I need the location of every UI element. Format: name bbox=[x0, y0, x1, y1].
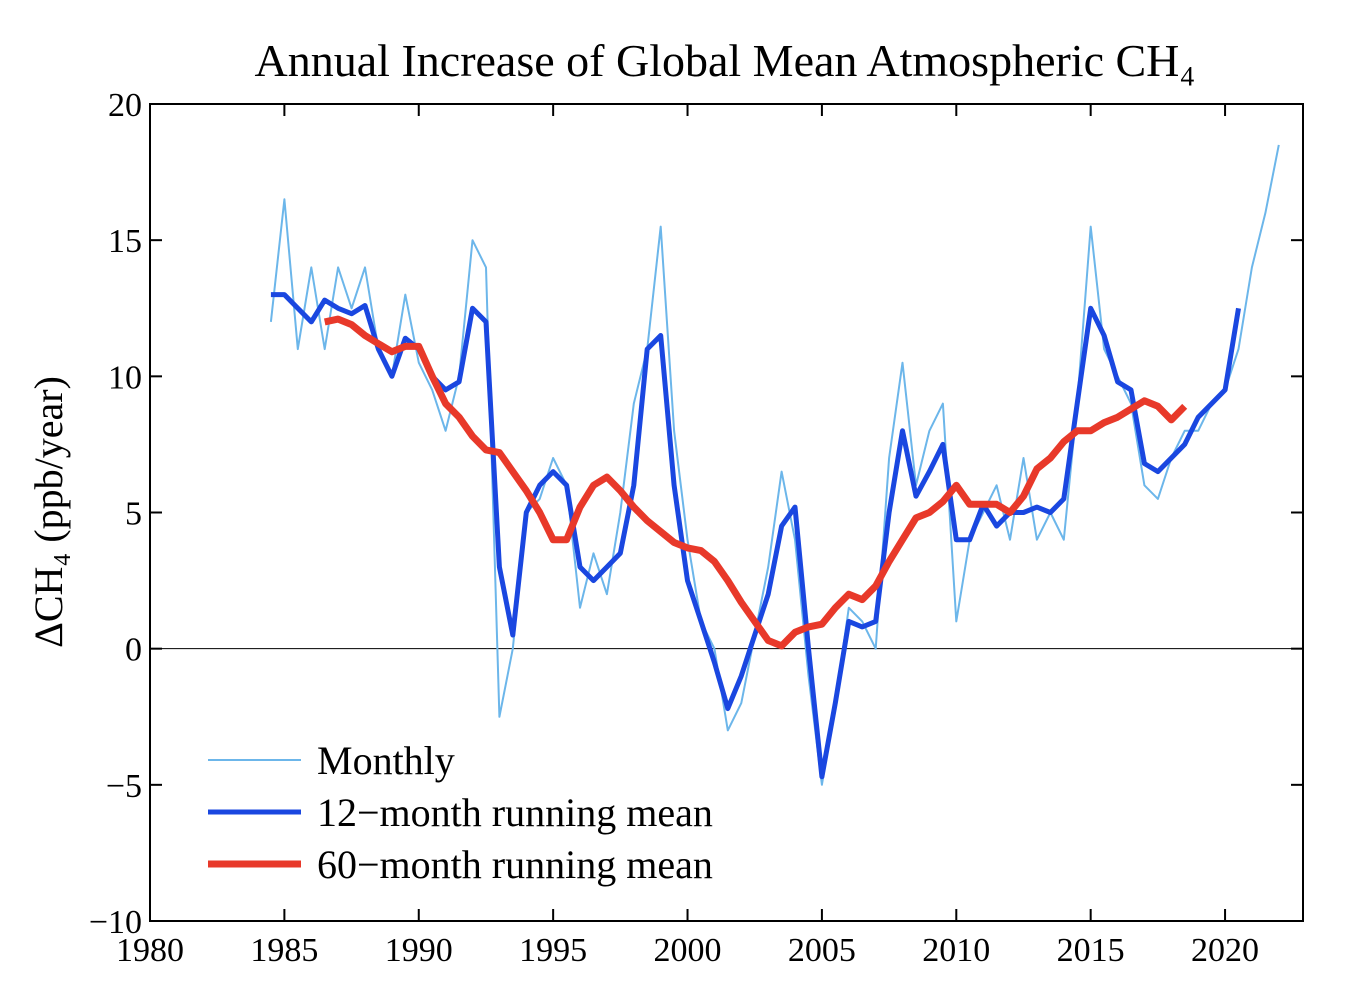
x-tick-label: 2010 bbox=[922, 932, 990, 969]
legend-label: Monthly bbox=[317, 738, 455, 783]
y-tick-label: 5 bbox=[125, 496, 142, 533]
x-tick-label: 2005 bbox=[788, 932, 856, 969]
y-axis-label: ΔCH₄ (ppb/year) bbox=[26, 376, 71, 648]
y-tick-label: −5 bbox=[106, 768, 142, 805]
x-tick-label: 1995 bbox=[519, 932, 587, 969]
x-tick-label: 1990 bbox=[385, 932, 453, 969]
series-line bbox=[323, 315, 1188, 650]
legend-label: 12−month running mean bbox=[317, 790, 713, 835]
y-tick-label: 10 bbox=[108, 359, 142, 396]
x-tick-label: 2000 bbox=[654, 932, 722, 969]
chart-title: Annual Increase of Global Mean Atmospher… bbox=[255, 35, 1196, 86]
series-line bbox=[269, 144, 1280, 786]
y-tick-label: 15 bbox=[108, 223, 142, 260]
x-tick-label: 2020 bbox=[1191, 932, 1259, 969]
x-tick-label: 1985 bbox=[250, 932, 318, 969]
y-tick-label: −10 bbox=[89, 904, 142, 941]
series-line bbox=[270, 292, 1241, 780]
legend-label: 60−month running mean bbox=[317, 842, 713, 887]
y-tick-label: 0 bbox=[125, 632, 142, 669]
y-tick-label: 20 bbox=[108, 87, 142, 124]
x-tick-label: 1980 bbox=[116, 932, 184, 969]
x-tick-label: 2015 bbox=[1057, 932, 1125, 969]
